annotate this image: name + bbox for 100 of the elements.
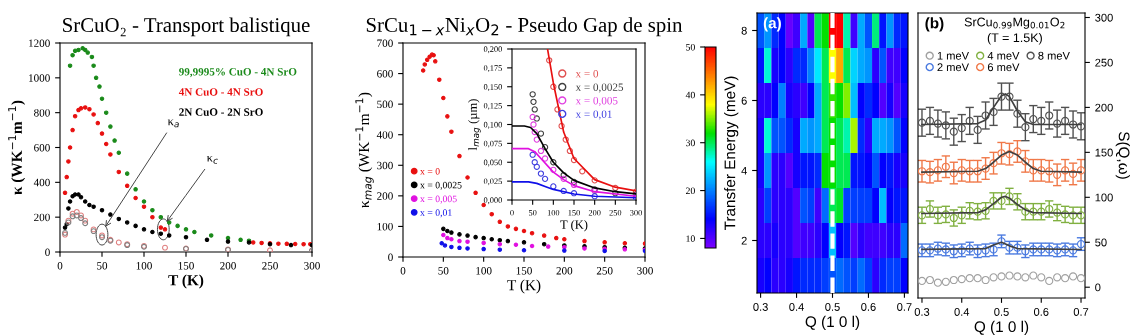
x-tick-label: 0.5	[825, 303, 840, 311]
y-tick-label: 0,125	[483, 102, 502, 110]
y-tick-label: 8	[741, 26, 747, 35]
y-tick-label: 800	[34, 109, 50, 117]
x-tick-label: 250	[609, 209, 622, 216]
y-tick-label: 200	[1095, 103, 1113, 112]
y-axis-title: Transfer Energy (meV)	[724, 76, 739, 231]
y-axis-title: S(Q,ω)	[1115, 131, 1130, 179]
y-axis-title: κ$_{mag}$ (WK$^{−1}$m$^{−1}$)	[355, 92, 374, 208]
y-tick-label: 1000	[29, 74, 50, 82]
y-tick-label: 400	[33, 178, 50, 187]
chart-title: SrCu$_{1−x}$Ni$_{x}$O$_{2}$ - Pseudo Gap de spin	[366, 17, 683, 37]
x-tick-label: 50	[438, 267, 449, 275]
y-tick-label: 300	[377, 161, 393, 170]
text: 4N CuO - 4N SrO	[178, 88, 263, 96]
text: 99,9995% CuO - 4N SrO	[179, 68, 297, 78]
legend-label: 1 meV	[937, 51, 969, 60]
x-tick-label: 300	[637, 267, 653, 275]
x-tick-label: 250	[262, 262, 278, 270]
y-axis-title: l$_{mag}$ (µm)	[468, 99, 481, 151]
y-tick-label: 6	[741, 96, 747, 105]
y-tick-label: 0,200	[483, 46, 502, 54]
y-tick-label: 200	[377, 192, 393, 200]
text: (T = 1.5K)	[987, 32, 1042, 45]
legend-label: x = 0,005	[420, 195, 457, 204]
annotation: (b)	[925, 17, 944, 32]
x-tick-label: 0.4	[789, 303, 804, 311]
x-tick-label: 200	[588, 209, 601, 216]
y-tick-label: 300	[1095, 13, 1113, 22]
legend-label: 6 meV	[987, 63, 1020, 72]
text: 2N CuO - 2N SrO	[179, 108, 263, 116]
chart-title: SrCu$_{0.99}$Mg$_{0.01}$O$_{2}$	[964, 17, 1065, 29]
annotation: κ$_{a}$	[167, 119, 179, 128]
x-tick-label: 0	[510, 209, 514, 216]
y-tick-label: 4	[741, 166, 747, 175]
y-axis-title: κ (WK$^{−1}$m$^{−1}$)	[8, 100, 26, 195]
x-tick-label: 0.3	[914, 308, 930, 316]
y-tick-label: 0,175	[483, 65, 502, 73]
annotation: (a)	[763, 17, 781, 32]
y-tick-label: 0	[1095, 283, 1101, 292]
x-tick-label: 150	[568, 209, 580, 216]
y-tick-label: 400	[376, 131, 393, 139]
y-tick-label: 0,050	[483, 159, 502, 167]
y-tick-label: 250	[1095, 58, 1113, 67]
x-tick-label: 0	[57, 262, 63, 270]
x-tick-label: 0.5	[994, 308, 1009, 316]
x-tick-label: 250	[596, 267, 613, 275]
x-tick-label: 0.6	[861, 303, 876, 311]
legend-label: x = 0,01	[575, 110, 612, 120]
x-axis-title: Q (1 0 l)	[974, 320, 1029, 335]
x-tick-label: 0.3	[753, 303, 768, 311]
legend-label: x = 0	[420, 168, 440, 175]
x-tick-label: 50	[97, 262, 108, 270]
annotation: κ$_{c}$	[206, 155, 218, 164]
color-bar-label: 40	[685, 91, 695, 99]
x-tick-label: 0.7	[897, 303, 912, 311]
y-tick-label: 0	[45, 248, 50, 256]
x-tick-label: 0.7	[1073, 308, 1089, 316]
legend-label: 2 meV	[937, 63, 969, 72]
y-tick-label: 0,000	[483, 197, 502, 205]
y-tick-label: 1200	[29, 39, 50, 47]
y-tick-label: 0,075	[483, 140, 502, 148]
y-tick-label: 100	[1095, 193, 1113, 202]
legend-label: x = 0,0025	[575, 83, 624, 93]
color-bar-label: 10	[686, 235, 695, 242]
color-bar-label: 50	[686, 43, 695, 51]
x-tick-label: 0.6	[1033, 308, 1049, 316]
x-tick-label: 50	[528, 209, 537, 216]
y-tick-label: 150	[1095, 148, 1113, 157]
color-bar-label: 20	[685, 187, 695, 195]
chart-title: SrCuO₂ - Transport balistique	[63, 17, 310, 37]
x-tick-label: 150	[178, 262, 194, 270]
legend-label: x = 0	[575, 69, 599, 78]
x-tick-label: 200	[220, 262, 236, 270]
x-axis-title: T (K)	[560, 220, 588, 232]
x-tick-label: 0.4	[954, 308, 970, 316]
y-tick-label: 2	[741, 236, 747, 245]
y-tick-label: 600	[377, 70, 393, 78]
legend-label: x = 0,01	[420, 209, 452, 218]
legend-label: x = 0,0025	[420, 181, 462, 190]
legend-label: 4 meV	[987, 51, 1020, 60]
x-tick-label: 200	[556, 267, 573, 275]
x-tick-label: 300	[304, 262, 320, 270]
y-tick-label: 500	[377, 100, 393, 109]
x-tick-label: 100	[476, 267, 492, 275]
y-tick-label: 0,150	[483, 84, 502, 91]
x-tick-label: 100	[547, 209, 560, 216]
legend-label: x = 0,005	[575, 96, 618, 107]
y-tick-label: 50	[1095, 238, 1107, 247]
x-axis-title: T (K)	[168, 274, 204, 289]
x-tick-label: 100	[136, 262, 152, 270]
x-axis-title: T (K)	[507, 279, 541, 294]
x-tick-label: 150	[516, 267, 532, 275]
x-tick-label: 0	[400, 267, 406, 275]
y-tick-label: 0,100	[483, 121, 502, 129]
color-bar-label: 30	[686, 139, 695, 147]
y-tick-label: 700	[377, 39, 393, 47]
y-tick-label: 0,025	[483, 178, 502, 186]
y-tick-label: 600	[34, 143, 50, 152]
x-axis-title: Q (1 0 l)	[805, 315, 860, 331]
